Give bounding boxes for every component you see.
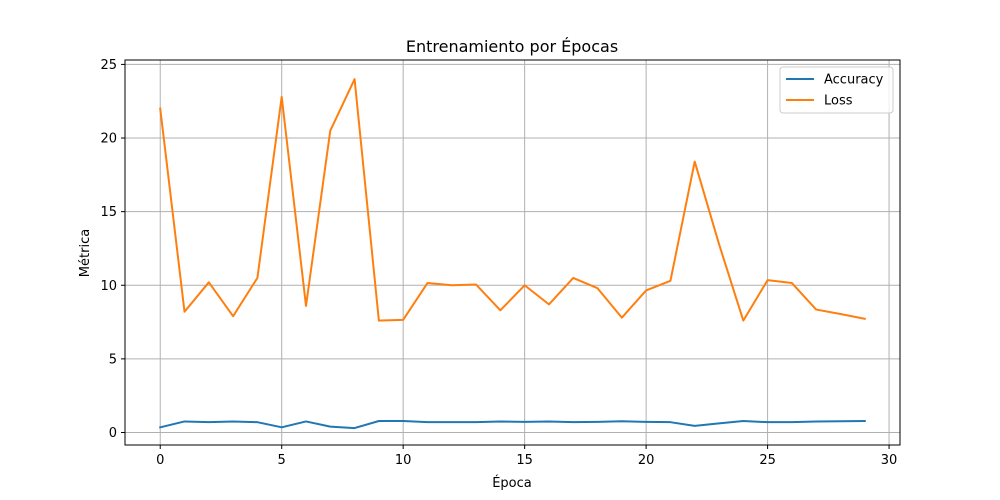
x-axis-label: Época — [492, 475, 532, 491]
y-axis-ticks: 0 5 10 15 20 25 — [100, 58, 125, 441]
legend: Accuracy Loss — [779, 66, 894, 114]
x-tick-label: 0 — [156, 453, 164, 468]
plot-frame — [124, 59, 901, 446]
x-axis-ticks: 0 5 10 15 20 25 30 — [156, 445, 897, 468]
y-tick-label: 0 — [109, 426, 117, 441]
x-tick-label: 20 — [638, 453, 655, 468]
legend-entries: Accuracy Loss — [786, 73, 884, 109]
series-lines — [159, 78, 866, 430]
chart-title: Entrenamiento por Épocas — [406, 37, 618, 56]
x-tick-label: 30 — [881, 453, 898, 468]
plot-area — [125, 60, 900, 445]
legend-label-accuracy: Accuracy — [824, 73, 884, 88]
grid-lines — [125, 60, 900, 445]
x-tick-label: 15 — [516, 453, 533, 468]
x-tick-label: 10 — [395, 453, 412, 468]
series-line-loss — [159, 78, 866, 322]
y-tick-label: 5 — [109, 352, 117, 367]
y-axis-label: Métrica — [78, 229, 93, 277]
x-tick-label: 5 — [278, 453, 286, 468]
x-tick-label: 25 — [759, 453, 776, 468]
series-line-accuracy — [159, 419, 866, 430]
legend-label-loss: Loss — [824, 94, 853, 109]
y-tick-label: 10 — [100, 279, 117, 294]
y-tick-label: 15 — [100, 205, 117, 220]
y-tick-label: 25 — [100, 58, 117, 73]
y-tick-label: 20 — [100, 132, 117, 147]
